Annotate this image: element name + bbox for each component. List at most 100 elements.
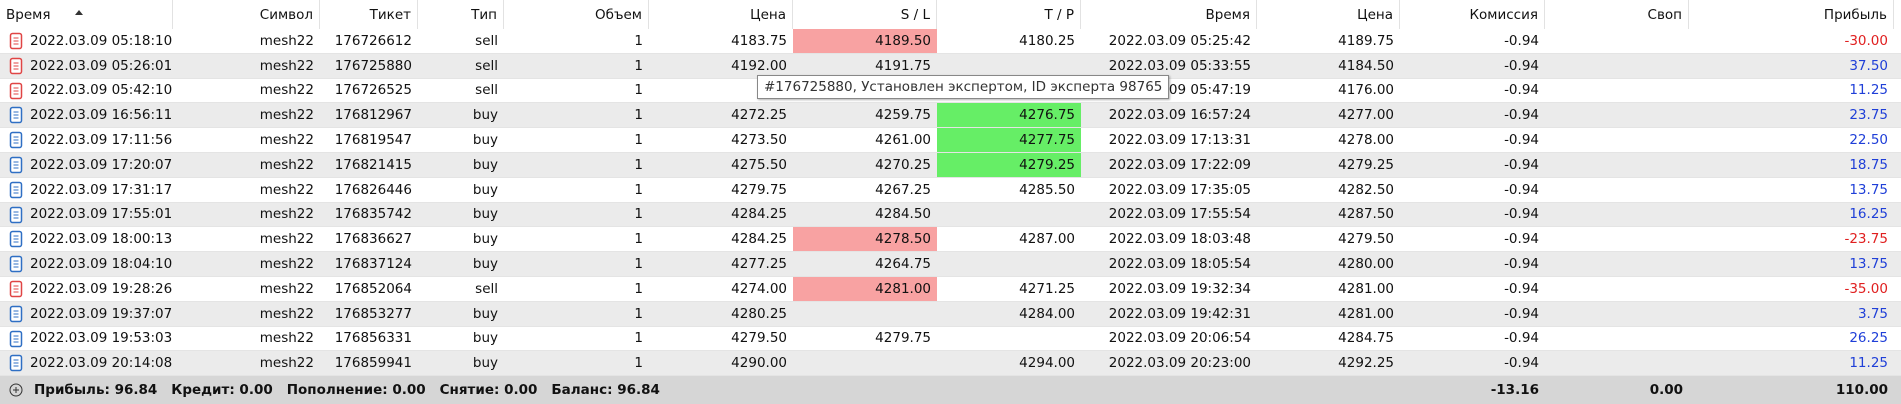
table-cell: 22.50: [1849, 132, 1888, 149]
table-row[interactable]: 2022.03.09 17:55:01 mesh22 176835742 buy 1 42…: [0, 202, 1901, 228]
summary-item: Пополнение: 0.00: [286, 382, 426, 398]
table-row[interactable]: 2022.03.09 05:18:10 mesh22 176726612 sell 1 4…: [0, 29, 1901, 54]
table-cell: buy: [472, 206, 498, 223]
table-cell: -30.00: [1844, 32, 1888, 49]
table-cell: 2022.03.09 05:18:10: [30, 32, 173, 49]
table-cell: 1: [634, 57, 643, 74]
table-cell: -0.94: [1504, 156, 1539, 173]
column-header[interactable]: Цена: [649, 0, 793, 29]
summary-item: Прибыль: 96.84: [34, 382, 158, 398]
table-cell: mesh22: [259, 156, 314, 173]
table-cell: 2022.03.09 20:06:54: [1108, 330, 1251, 347]
table-cell: 2022.03.09 19:37:07: [30, 305, 173, 322]
table-row[interactable]: 2022.03.09 16:56:11 mesh22 176812967 buy 1 42…: [0, 103, 1901, 129]
table-cell: 4284.25: [731, 206, 787, 223]
table-row[interactable]: 2022.03.09 18:00:13 mesh22 176836627 buy 1 42…: [0, 227, 1901, 253]
table-cell: 1: [634, 355, 643, 372]
table-row[interactable]: 2022.03.09 17:11:56 mesh22 176819547 buy 1 42…: [0, 128, 1901, 153]
column-header[interactable]: Время: [0, 0, 173, 29]
table-cell: 1: [634, 82, 643, 99]
table-cell: sell: [475, 57, 498, 74]
column-header[interactable]: T / P: [937, 0, 1081, 29]
column-header[interactable]: Комиссия: [1400, 0, 1545, 29]
table-cell: 4287.50: [1338, 206, 1394, 223]
table-cell: -0.94: [1504, 57, 1539, 74]
table-row[interactable]: 2022.03.09 17:20:07 mesh22 176821415 buy 1 42…: [0, 153, 1901, 178]
table-cell: 2022.03.09 17:55:01: [30, 206, 173, 223]
table-cell: 2022.03.09 16:57:24: [1108, 107, 1251, 124]
table-cell: 2022.03.09 18:00:13: [30, 231, 173, 248]
table-cell: 1: [634, 156, 643, 173]
column-header[interactable]: Тикет: [320, 0, 418, 29]
column-header[interactable]: Время: [1081, 0, 1257, 29]
table-cell: 4279.75: [731, 181, 787, 198]
expand-icon[interactable]: [8, 382, 24, 398]
column-header[interactable]: Прибыль: [1689, 0, 1894, 29]
table-cell: 16.25: [1849, 206, 1888, 223]
table-cell: mesh22: [259, 181, 314, 198]
table-cell: 4279.50: [731, 330, 787, 347]
table-cell: mesh22: [259, 82, 314, 99]
column-header[interactable]: Объем: [504, 0, 649, 29]
table-cell: 4282.50: [1338, 181, 1394, 198]
table-cell: mesh22: [259, 32, 314, 49]
column-header[interactable]: Своп: [1545, 0, 1689, 29]
footer: Прибыль: 96.84 Кредит: 0.00 Пополнение: 0.…: [0, 376, 1901, 404]
table-cell: 176853277: [334, 305, 412, 322]
table-cell: mesh22: [259, 256, 314, 273]
table-cell: 176835742: [334, 206, 412, 223]
table-row[interactable]: 2022.03.09 19:28:26 mesh22 176852064 sell 1 4…: [0, 277, 1901, 302]
table-cell: 4284.75: [1338, 330, 1394, 347]
table-cell: mesh22: [259, 57, 314, 74]
table-row[interactable]: 2022.03.09 17:31:17 mesh22 176826446 buy 1 42…: [0, 177, 1901, 203]
table-cell: 2022.03.09 05:42:10: [30, 82, 173, 99]
table-cell: 4277.25: [731, 256, 787, 273]
table-cell: 4290.00: [731, 355, 787, 372]
table-cell: -0.94: [1504, 107, 1539, 124]
table-cell: 2022.03.09 18:04:10: [30, 256, 173, 273]
table-cell: 2022.03.09 05:26:01: [30, 57, 173, 74]
table-cell: 4259.75: [875, 107, 931, 124]
table-cell: 4277.75: [937, 128, 1081, 152]
table-cell: sell: [475, 280, 498, 297]
table-cell: buy: [472, 256, 498, 273]
table-cell: 4292.25: [1338, 355, 1394, 372]
table-cell: -0.94: [1504, 330, 1539, 347]
table-cell: 4281.00: [1338, 305, 1394, 322]
table-cell: 4281.00: [793, 277, 937, 301]
table-row[interactable]: 2022.03.09 19:53:03 mesh22 176856331 buy 1 42…: [0, 326, 1901, 352]
table-row[interactable]: 2022.03.09 18:04:10 mesh22 176837124 buy 1 42…: [0, 252, 1901, 277]
table-cell: 2022.03.09 17:20:07: [30, 156, 173, 173]
table-cell: 176856331: [334, 330, 412, 347]
table-row[interactable]: 2022.03.09 19:37:07 mesh22 176853277 buy 1 42…: [0, 301, 1901, 327]
table-cell: -0.94: [1504, 305, 1539, 322]
column-header[interactable]: Цена: [1257, 0, 1400, 29]
table-cell: 4280.25: [731, 305, 787, 322]
table-cell: 176819547: [334, 132, 412, 149]
column-header[interactable]: Тип: [418, 0, 504, 29]
table-cell: 13.75: [1849, 181, 1888, 198]
table-cell: 4278.00: [1338, 132, 1394, 149]
table-cell: 4278.50: [793, 227, 937, 252]
table-cell: 176812967: [334, 107, 412, 124]
table-cell: mesh22: [259, 132, 314, 149]
table-cell: 4271.25: [1019, 280, 1075, 297]
table-cell: mesh22: [259, 305, 314, 322]
table-cell: 2022.03.09 17:22:09: [1108, 156, 1251, 173]
table-cell: 176821415: [334, 156, 412, 173]
column-header[interactable]: Символ: [173, 0, 320, 29]
table-cell: 4284.25: [731, 231, 787, 248]
table-row[interactable]: 2022.03.09 20:14:08 mesh22 176859941 buy 1 42…: [0, 351, 1901, 377]
column-header[interactable]: S / L: [793, 0, 937, 29]
table-cell: -35.00: [1844, 280, 1888, 297]
deal-icon: [9, 107, 23, 124]
sort-arrow: [75, 10, 83, 15]
table-cell: 4276.75: [937, 103, 1081, 128]
table-row[interactable]: 2022.03.09 05:26:01 mesh22 176725880 sell 1 4…: [0, 53, 1901, 79]
table-cell: 4261.00: [875, 132, 931, 149]
table-cell: 11.25: [1849, 82, 1888, 99]
table-cell: 4191.75: [875, 57, 931, 74]
deal-icon: [9, 305, 23, 323]
table-cell: 176836627: [334, 231, 412, 248]
